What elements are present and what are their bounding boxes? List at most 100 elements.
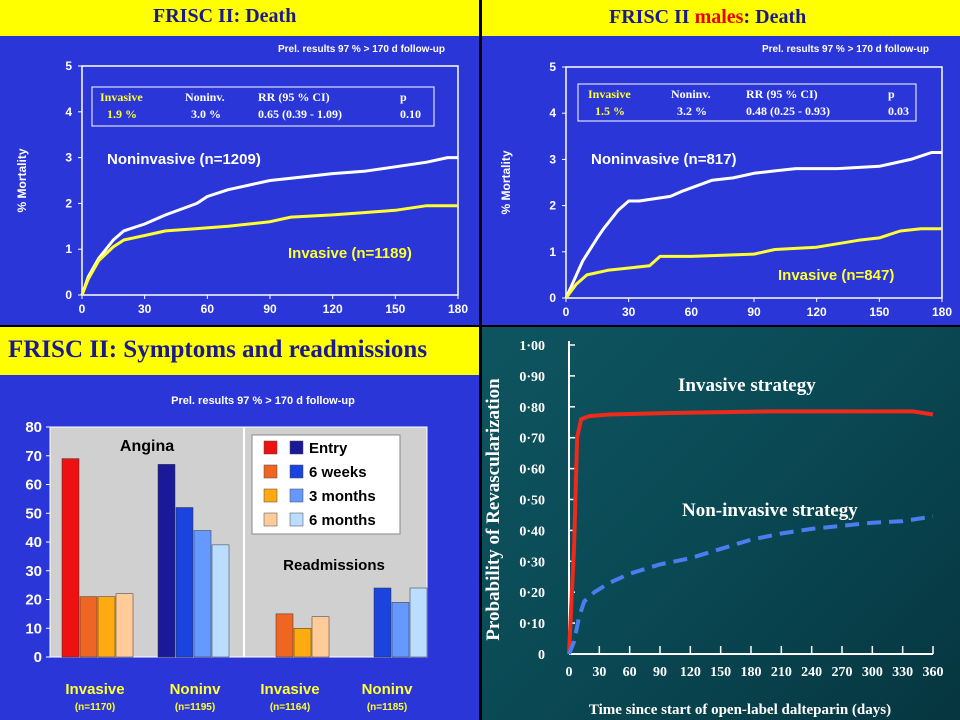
y-tick-label: 4	[549, 106, 556, 120]
section-label-angina: Angina	[120, 438, 174, 455]
bar	[97, 596, 116, 658]
x-tick-label: 330	[892, 665, 913, 680]
panel-title: FRISC II: Symptoms and readmissions	[8, 336, 428, 363]
stats-table-box	[91, 86, 435, 127]
y-tick-label: 0	[34, 649, 42, 666]
y-tick-label: 1·00	[519, 339, 545, 354]
stats-value: 0.48 (0.25 - 0.93)	[746, 104, 830, 118]
x-tick-label: 180	[741, 665, 762, 680]
group-n-label: (n=1170)	[75, 702, 115, 713]
bar	[115, 593, 134, 658]
group-n-label: (n=1195)	[175, 702, 215, 713]
bar	[175, 507, 194, 658]
bar	[193, 530, 212, 658]
y-tick-label: 70	[25, 448, 42, 465]
group-label: Noninv	[170, 681, 221, 698]
stats-header: Noninv.	[671, 87, 711, 101]
legend-swatch-noninvasive	[289, 512, 304, 527]
stats-header: Invasive	[100, 90, 143, 104]
legend-swatch-invasive	[263, 512, 278, 527]
x-tick-label: 90	[747, 305, 761, 319]
bar	[211, 544, 230, 658]
legend-swatch-invasive	[263, 464, 278, 479]
x-tick-label: 270	[832, 665, 853, 680]
y-tick-label: 0	[65, 288, 72, 302]
y-tick-label: 0·30	[519, 555, 545, 570]
x-tick-label: 150	[385, 302, 405, 316]
x-tick-label: 120	[323, 302, 343, 316]
y-tick-label: 0·40	[519, 524, 545, 539]
bar	[157, 464, 176, 658]
stats-header: Noninv.	[185, 90, 225, 104]
group-n-label: (n=1185)	[367, 702, 407, 713]
legend-label: 3 months	[309, 488, 376, 505]
stats-value: 1.5 %	[595, 104, 625, 118]
y-tick-label: 4	[65, 105, 72, 119]
y-tick-label: 20	[25, 592, 42, 609]
x-tick-label: 300	[862, 665, 883, 680]
bar	[61, 458, 80, 658]
x-tick-label: 90	[263, 302, 277, 316]
stats-header: p	[888, 87, 895, 101]
legend-label: Entry	[309, 440, 348, 457]
x-tick-label: 0	[566, 665, 573, 680]
x-tick-label: 120	[680, 665, 701, 680]
stats-value: 0.65 (0.39 - 1.09)	[258, 107, 342, 121]
followup-note: Prel. results 97 % > 170 d follow-up	[762, 44, 929, 55]
legend-swatch-noninvasive	[289, 464, 304, 479]
x-tick-label: 30	[622, 305, 636, 319]
bar	[373, 587, 392, 658]
y-tick-label: 0·60	[519, 463, 545, 478]
y-tick-label: 5	[549, 60, 556, 74]
x-tick-label: 30	[592, 665, 606, 680]
panel-revascularization: 0 0·10 0·20 0·30 0·40 0·50 0·60 0·70 0·80 0·90 1·0…	[482, 327, 960, 720]
noninvasive-line	[564, 151, 942, 299]
stats-value: 0.03	[888, 104, 909, 118]
invasive-line	[80, 204, 458, 296]
panel-death-males: FRISC II males: Death Prel. results 97 %…	[482, 0, 960, 325]
y-tick-label: 40	[25, 534, 42, 551]
legend-swatch-invasive	[263, 488, 278, 503]
noninvasive-curve	[567, 514, 934, 655]
y-tick-label: 0·20	[519, 586, 545, 601]
y-tick-label: 0·10	[519, 617, 545, 632]
title-suffix: : Death	[743, 6, 807, 28]
x-tick-label: 120	[807, 305, 827, 319]
stats-value: 3.2 %	[677, 104, 707, 118]
bar	[275, 613, 294, 658]
stats-table-box	[577, 83, 917, 122]
x-tick-label: 180	[448, 302, 468, 316]
stats-header: Invasive	[588, 87, 631, 101]
x-tick-label: 210	[771, 665, 792, 680]
y-tick-label: 2	[65, 196, 72, 210]
noninvasive-label: Noninvasive (n=817)	[591, 151, 736, 168]
x-tick-label: 150	[710, 665, 731, 680]
title-prefix: FRISC II	[609, 6, 695, 28]
symptoms-bar-chart: Prel. results 97 % > 170 d follow-up 0 10 2…	[25, 395, 428, 713]
y-axis-label: % Mortality	[15, 148, 29, 212]
invasive-line	[564, 227, 942, 299]
stats-value: 1.9 %	[107, 107, 137, 121]
panel-symptoms: FRISC II: Symptoms and readmissions Prel…	[0, 327, 479, 720]
x-tick-label: 60	[623, 665, 637, 680]
invasive-curve	[567, 409, 934, 655]
y-tick-label: 0·50	[519, 494, 545, 509]
x-tick-label: 150	[869, 305, 889, 319]
y-tick-label: 3	[65, 151, 72, 165]
x-tick-label: 240	[801, 665, 822, 680]
y-tick-label: 30	[25, 563, 42, 580]
mortality-chart-males: Prel. results 97 % > 170 d follow-up 0 1 2 3…	[499, 44, 952, 319]
y-tick-label: 1	[65, 242, 72, 256]
title-banner	[482, 0, 960, 36]
y-tick-label: 2	[549, 199, 556, 213]
x-tick-label: 90	[653, 665, 667, 680]
y-tick-label: 80	[25, 419, 42, 436]
noninvasive-line	[80, 156, 458, 296]
legend-swatch-noninvasive	[289, 488, 304, 503]
title-banner	[0, 0, 479, 36]
x-tick-label: 30	[138, 302, 152, 316]
revascularization-chart: 0 0·10 0·20 0·30 0·40 0·50 0·60 0·70 0·80 0·90 1·0…	[483, 339, 944, 718]
x-tick-label: 60	[685, 305, 699, 319]
y-tick-label: 50	[25, 505, 42, 522]
group-label: Invasive	[260, 681, 319, 698]
